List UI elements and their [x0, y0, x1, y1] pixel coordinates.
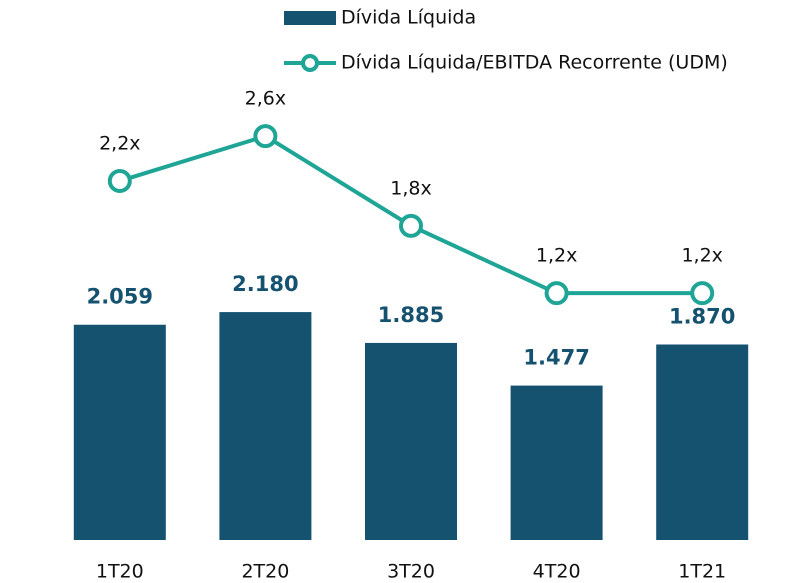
- line-value-label: 1,2x: [536, 245, 577, 267]
- bar: [365, 342, 457, 540]
- line-marker: [544, 281, 569, 306]
- line-marker: [399, 213, 423, 238]
- x-tick-label: 2T20: [241, 561, 289, 583]
- line-value-label: 1,8x: [390, 177, 431, 199]
- x-tick-label: 1T21: [678, 561, 726, 583]
- bar-value-label: 1.870: [669, 305, 735, 329]
- bar-value-label: 1.885: [378, 303, 444, 327]
- bar: [219, 312, 312, 540]
- x-tick-label: 4T20: [533, 561, 581, 583]
- bar-value-label: 2.059: [87, 285, 153, 309]
- bar: [510, 385, 603, 540]
- legend-swatch: [301, 54, 319, 72]
- line-value-label: 2,2x: [99, 132, 140, 154]
- bar: [656, 344, 749, 540]
- bar-value-label: 2.180: [232, 272, 298, 296]
- bar: [73, 324, 166, 540]
- bar-value-label: 1.477: [523, 346, 589, 370]
- legend-label: Dívida Líquida/EBITDA Recorrente (UDM): [341, 52, 728, 74]
- line-value-label: 2,6x: [245, 88, 286, 110]
- x-tick-label: 1T20: [96, 561, 144, 583]
- line-marker: [690, 281, 715, 306]
- legend-label: Dívida Líquida: [341, 7, 476, 29]
- x-tick-label: 3T20: [387, 561, 435, 583]
- line-marker: [107, 168, 132, 193]
- line-value-label: 1,2x: [681, 245, 722, 267]
- legend-swatch: [284, 11, 336, 25]
- line-marker: [253, 124, 278, 149]
